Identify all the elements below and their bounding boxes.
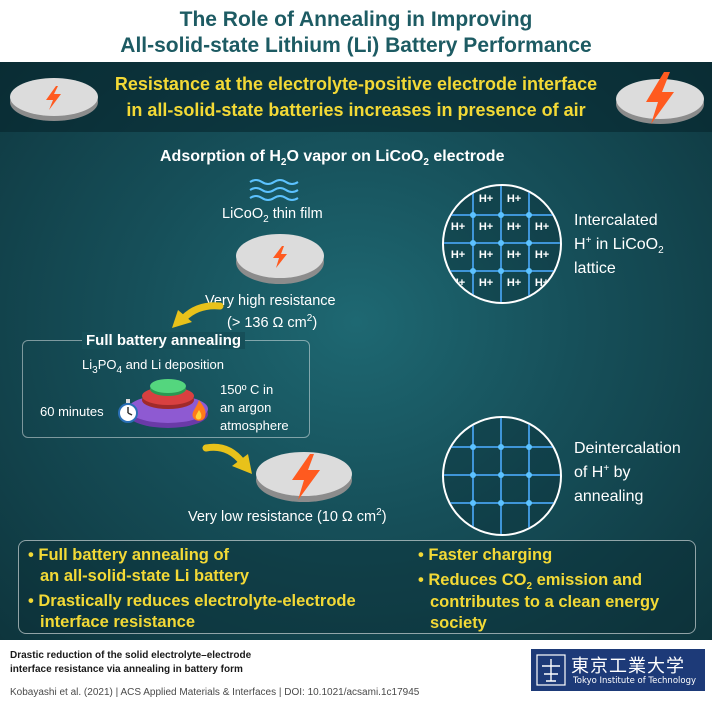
benefit-2-line-2: interface resistance [40, 613, 196, 631]
h-ion-label: H+ [506, 221, 522, 233]
h-ion-label: H+ [478, 221, 494, 233]
header: The Role of Annealing in Improving All-s… [0, 0, 712, 62]
lattice-intercalated: H+ H+ H+ H+ H+ H+ H+ H+ H+ H+ H+ H+ H+ H… [442, 184, 562, 304]
thin-film-label: LiCoO2 thin film [222, 206, 323, 225]
university-emblem-icon [536, 654, 566, 686]
title-line-1: The Role of Annealing in Improving [179, 8, 533, 31]
logo-japanese-text: 東京工業大学 [571, 656, 685, 677]
benefit-4-line-3: society [430, 614, 487, 632]
logo-english-text: Tokyo Institute of Technology [573, 676, 697, 686]
deintercalation-label-3: annealing [574, 488, 644, 505]
h-ion-label: H+ [534, 249, 550, 261]
electrode-disc-icon [236, 234, 324, 284]
h-ion-label: H+ [450, 249, 466, 261]
title-line-2: All-solid-state Lithium (Li) Battery Per… [120, 34, 592, 57]
electrode-disc-icon [256, 452, 352, 502]
caption-line-1: Drastic reduction of the solid electroly… [10, 650, 252, 661]
h-ion-label: H+ [506, 193, 522, 205]
h-ion-label: H+ [506, 249, 522, 261]
condition-line-2: an argon [220, 400, 272, 415]
benefit-1-line-1: • Full battery annealing of [28, 546, 230, 564]
h-ion-label: H+ [478, 249, 494, 261]
condition-line-1: 150º C in [220, 382, 274, 397]
footer: Drastic reduction of the solid electroly… [0, 640, 712, 710]
battery-stack-icon [128, 379, 208, 428]
flame-icon [192, 400, 206, 421]
benefit-4-line-2: contributes to a clean energy [430, 593, 660, 611]
benefit-2-line-1: • Drastically reduces electrolyte-electr… [28, 592, 356, 610]
intercalated-label-1: Intercalated [574, 212, 658, 229]
h-ion-label: H+ [534, 221, 550, 233]
h-ion-label: H+ [478, 277, 494, 289]
lattice-deintercalated [442, 416, 562, 536]
citation: Kobayashi et al. (2021) | ACS Applied Ma… [10, 687, 420, 698]
banner-band [0, 62, 712, 132]
water-vapor-icon [249, 179, 299, 201]
intercalated-label-2: H+ in LiCoO2 [574, 235, 664, 256]
h-ion-label: H+ [478, 193, 494, 205]
time-label: 60 minutes [40, 404, 104, 419]
deposition-label: Li3PO4 and Li deposition [82, 357, 224, 376]
high-resistance-line-2: (> 136 Ω cm2) [227, 313, 318, 331]
right-disc-icon [616, 72, 704, 124]
low-resistance-label: Very low resistance (10 Ω cm2) [188, 507, 387, 525]
h-ion-label: H+ [534, 277, 550, 289]
arrow-icon [202, 443, 252, 474]
university-logo: 東京工業大学 Tokyo Institute of Technology [531, 649, 705, 691]
h-ion-label: H+ [506, 277, 522, 289]
h-ion-label: H+ [450, 221, 466, 233]
deintercalation-label-2: of H+ by [574, 463, 631, 481]
banner-line-1: Resistance at the electrolyte-positive e… [114, 74, 598, 94]
arrow-icon [172, 302, 224, 328]
h-ion-label: H+ [450, 277, 466, 289]
main-panel: Resistance at the electrolyte-positive e… [0, 62, 712, 640]
benefit-1-line-2: an all-solid-state Li battery [40, 567, 250, 585]
banner-line-2: in all-solid-state batteries increases i… [126, 100, 586, 120]
intercalated-label-3: lattice [574, 260, 616, 277]
benefit-4-line-1: • Reduces CO2 emission and [418, 571, 643, 592]
benefit-3: • Faster charging [418, 546, 553, 564]
annealing-title: Full battery annealing [82, 332, 246, 349]
high-resistance-line-1: Very high resistance [205, 293, 336, 309]
stopwatch-icon [118, 399, 138, 423]
deintercalation-label-1: Deintercalation [574, 440, 681, 457]
caption-line-2: interface resistance via annealing in ba… [10, 664, 243, 675]
adsorption-heading: Adsorption of H2O vapor on LiCoO2 electr… [160, 148, 505, 168]
benefits-box [18, 540, 696, 634]
left-disc-icon [10, 78, 98, 121]
condition-line-3: atmosphere [220, 418, 289, 433]
